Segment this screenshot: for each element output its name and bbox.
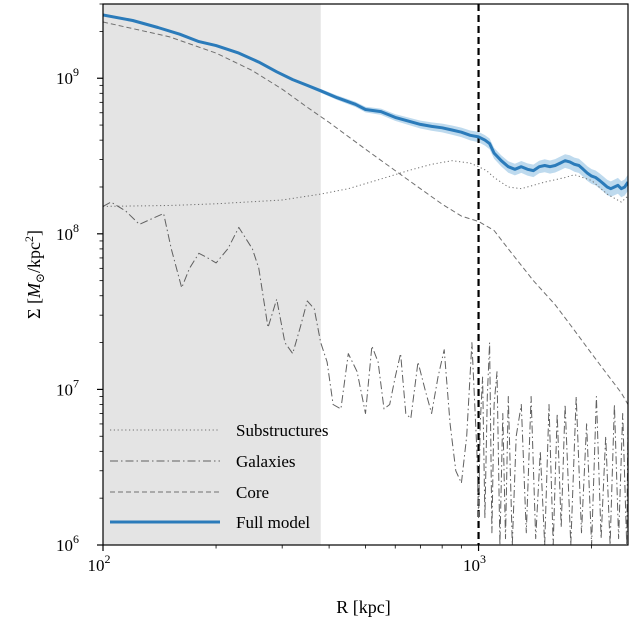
legend: Substructures Galaxies Core Full model	[110, 421, 329, 532]
x-axis-label: R [kpc]	[336, 597, 390, 617]
y-tick-label: 108	[56, 221, 79, 244]
plot-area	[103, 4, 628, 545]
x-tick-label: 103	[463, 552, 486, 575]
y-tick-label: 106	[56, 532, 79, 555]
x-tick-label: 102	[88, 552, 111, 575]
y-axis-label: Σ [M⊙/kpc2]	[22, 230, 47, 319]
legend-label: Full model	[236, 513, 310, 532]
series-substructures	[103, 160, 628, 207]
y-tick-label: 107	[56, 376, 79, 399]
legend-label: Substructures	[236, 421, 329, 440]
series-core	[103, 21, 628, 405]
y-tick-label: 109	[56, 65, 79, 88]
series-galaxies	[103, 201, 628, 545]
axes: 102 103 106 107 108 109 R [kpc] Σ [M⊙/kpc2]	[22, 3, 629, 617]
legend-label: Galaxies	[236, 452, 295, 471]
plot-content	[103, 4, 628, 545]
legend-label: Core	[236, 483, 269, 502]
series-full-model	[103, 13, 628, 191]
shaded-region	[103, 4, 321, 545]
confidence-band	[103, 13, 628, 198]
